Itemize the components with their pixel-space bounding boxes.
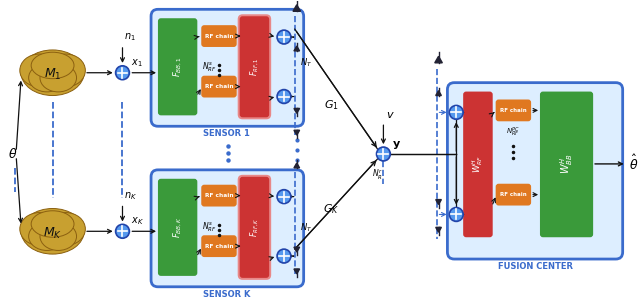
Ellipse shape <box>21 209 84 254</box>
Text: $G_1$: $G_1$ <box>324 99 339 112</box>
Ellipse shape <box>40 222 77 250</box>
Circle shape <box>277 30 291 44</box>
Polygon shape <box>294 163 300 168</box>
Text: $N_T$: $N_T$ <box>300 57 312 69</box>
FancyBboxPatch shape <box>158 18 197 116</box>
Ellipse shape <box>31 211 74 237</box>
Text: $\mathbf{y}$: $\mathbf{y}$ <box>392 139 401 151</box>
Text: $N_T$: $N_T$ <box>300 221 312 233</box>
FancyBboxPatch shape <box>151 9 303 126</box>
Polygon shape <box>436 200 442 205</box>
Polygon shape <box>436 227 442 232</box>
Circle shape <box>277 249 291 263</box>
Polygon shape <box>294 247 300 252</box>
Ellipse shape <box>29 222 65 250</box>
Text: RF chain: RF chain <box>205 244 234 249</box>
FancyBboxPatch shape <box>201 25 237 47</box>
Ellipse shape <box>31 52 74 79</box>
Polygon shape <box>294 46 300 51</box>
Text: $\hat{\theta}$: $\hat{\theta}$ <box>628 154 638 173</box>
Circle shape <box>277 190 291 204</box>
Polygon shape <box>294 108 300 113</box>
Text: $N_{RF}^s$: $N_{RF}^s$ <box>202 221 217 234</box>
Text: RF chain: RF chain <box>205 193 234 198</box>
FancyBboxPatch shape <box>239 177 269 278</box>
Polygon shape <box>294 269 300 274</box>
Text: SENSOR 1: SENSOR 1 <box>204 129 250 138</box>
Text: RF chain: RF chain <box>500 192 527 197</box>
FancyBboxPatch shape <box>239 16 269 117</box>
Ellipse shape <box>29 64 65 92</box>
Ellipse shape <box>20 54 59 87</box>
FancyBboxPatch shape <box>495 184 531 205</box>
Polygon shape <box>293 5 301 11</box>
FancyBboxPatch shape <box>463 91 493 237</box>
Text: $x_1$: $x_1$ <box>131 57 143 69</box>
Text: RF chain: RF chain <box>205 34 234 38</box>
Circle shape <box>116 66 129 80</box>
Text: FUSION CENTER: FUSION CENTER <box>497 262 573 271</box>
Text: $F_{RF,K}$: $F_{RF,K}$ <box>248 217 260 237</box>
Ellipse shape <box>21 50 84 95</box>
Text: $n_1$: $n_1$ <box>124 31 136 43</box>
FancyBboxPatch shape <box>237 14 271 119</box>
Text: $F_{RF,1}$: $F_{RF,1}$ <box>248 57 260 76</box>
Circle shape <box>449 105 463 119</box>
Text: $N_{RF}^s$: $N_{RF}^s$ <box>202 60 217 74</box>
FancyBboxPatch shape <box>237 175 271 280</box>
Text: $n_K$: $n_K$ <box>124 190 138 201</box>
FancyBboxPatch shape <box>151 170 303 287</box>
Text: $W_{RF}^H$: $W_{RF}^H$ <box>470 155 485 173</box>
FancyBboxPatch shape <box>158 179 197 276</box>
Text: $W_{BB}^H$: $W_{BB}^H$ <box>558 154 575 174</box>
Circle shape <box>376 147 390 161</box>
FancyBboxPatch shape <box>201 235 237 257</box>
Text: $\theta$: $\theta$ <box>8 147 18 161</box>
Ellipse shape <box>40 64 77 92</box>
Text: $x_K$: $x_K$ <box>131 216 144 227</box>
FancyBboxPatch shape <box>447 83 623 259</box>
Text: RF chain: RF chain <box>500 108 527 113</box>
Text: $N_{RF}^{PC}$: $N_{RF}^{PC}$ <box>506 126 520 139</box>
Polygon shape <box>436 91 442 95</box>
Circle shape <box>277 90 291 103</box>
Polygon shape <box>294 130 300 135</box>
Text: $M_K$: $M_K$ <box>43 226 62 241</box>
Circle shape <box>116 224 129 238</box>
FancyBboxPatch shape <box>201 76 237 98</box>
FancyBboxPatch shape <box>495 99 531 121</box>
Ellipse shape <box>46 54 85 87</box>
Text: RF chain: RF chain <box>205 84 234 89</box>
Ellipse shape <box>20 213 59 245</box>
FancyBboxPatch shape <box>540 91 593 237</box>
Circle shape <box>449 208 463 221</box>
Text: $N_R^r$: $N_R^r$ <box>372 168 383 182</box>
FancyBboxPatch shape <box>201 185 237 207</box>
Polygon shape <box>435 56 442 63</box>
Text: $M_1$: $M_1$ <box>44 67 61 82</box>
Text: $v$: $v$ <box>387 110 395 120</box>
Ellipse shape <box>46 213 85 245</box>
Text: $F_{BB,1}$: $F_{BB,1}$ <box>172 56 184 77</box>
Text: $G_K$: $G_K$ <box>323 203 339 217</box>
Text: $F_{BB,K}$: $F_{BB,K}$ <box>172 216 184 238</box>
Text: SENSOR K: SENSOR K <box>203 290 250 299</box>
